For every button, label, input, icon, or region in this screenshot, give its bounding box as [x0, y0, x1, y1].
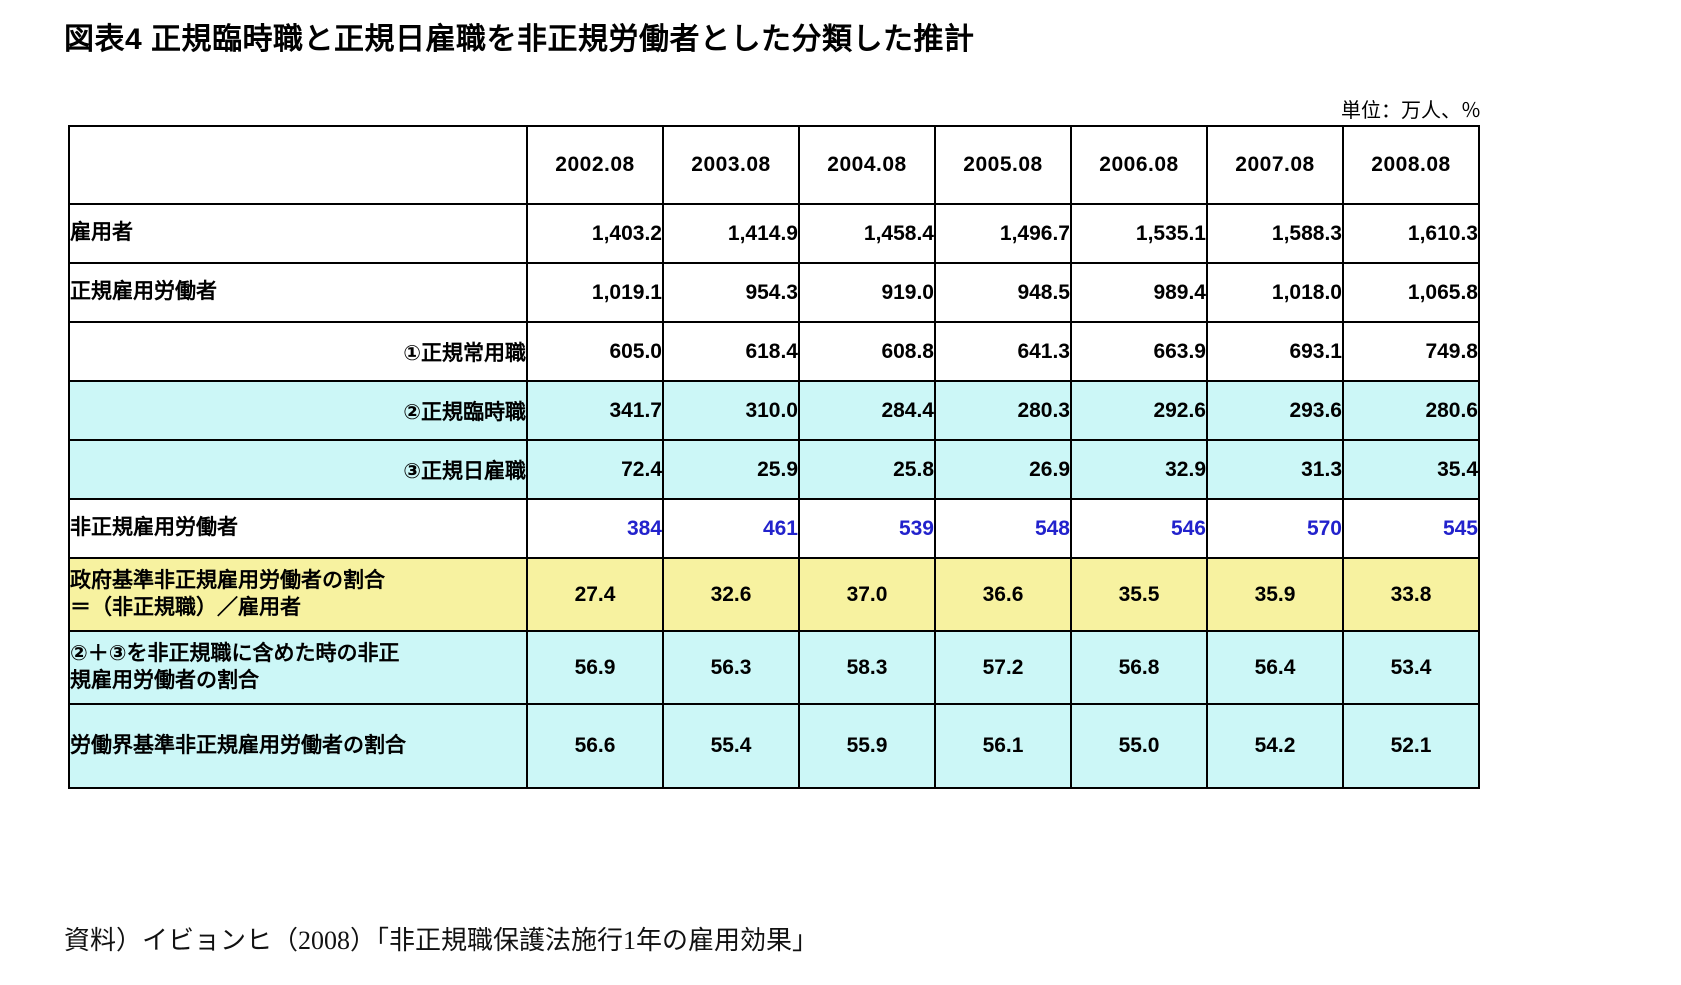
table-row: 労働界基準非正規雇用労働者の割合 56.6 55.4 55.9 56.1 55.0 54.2… — [68, 703, 1480, 789]
table-row: ①正規常用職 605.0 618.4 608.8 641.3 663.9 693.1 749.… — [68, 321, 1480, 382]
column-header-2002-08: 2002.08 — [526, 125, 664, 205]
table-cell: 1,610.3 — [1342, 203, 1480, 264]
table-cell: 954.3 — [662, 262, 800, 323]
table-cell: 35.5 — [1070, 557, 1208, 632]
table-cell: 35.4 — [1342, 439, 1480, 500]
table-cell: 1,458.4 — [798, 203, 936, 264]
row-label: 雇用者 — [68, 203, 528, 264]
row-label: 正規雇用労働者 — [68, 262, 528, 323]
table-cell: 56.4 — [1206, 630, 1344, 705]
column-header-2005-08: 2005.08 — [934, 125, 1072, 205]
table-cell: 26.9 — [934, 439, 1072, 500]
table-row: 政府基準非正規雇用労働者の割合 ＝（非正規職）／雇用者 27.4 32.6 37.0 3… — [68, 557, 1480, 632]
table-cell: 919.0 — [798, 262, 936, 323]
table-cell: 461 — [662, 498, 800, 559]
table-cell: 53.4 — [1342, 630, 1480, 705]
table-container: 2002.08 2003.08 2004.08 2005.08 2006.08 2007.… — [68, 125, 1480, 789]
table-cell: 33.8 — [1342, 557, 1480, 632]
table-cell: 548 — [934, 498, 1072, 559]
table-cell: 32.9 — [1070, 439, 1208, 500]
row-label: 労働界基準非正規雇用労働者の割合 — [68, 703, 528, 789]
table-cell: 56.1 — [934, 703, 1072, 789]
table-cell: 1,018.0 — [1206, 262, 1344, 323]
column-header-2006-08: 2006.08 — [1070, 125, 1208, 205]
table-cell: 32.6 — [662, 557, 800, 632]
column-header-2007-08: 2007.08 — [1206, 125, 1344, 205]
table-cell: 54.2 — [1206, 703, 1344, 789]
column-header-2003-08: 2003.08 — [662, 125, 800, 205]
row-label: 非正規雇用労働者 — [68, 498, 528, 559]
page-title: 図表4 正規臨時職と正規日雇職を非正規労働者とした分類した推計 — [64, 23, 975, 56]
table-cell: 58.3 — [798, 630, 936, 705]
table-cell: 1,403.2 — [526, 203, 664, 264]
table-cell: 55.9 — [798, 703, 936, 789]
table-row: 非正規雇用労働者 384 461 539 548 546 570 545 — [68, 498, 1480, 559]
table-cell: 52.1 — [1342, 703, 1480, 789]
table-cell: 545 — [1342, 498, 1480, 559]
table-header: 2002.08 2003.08 2004.08 2005.08 2006.08 2007.… — [68, 125, 1480, 205]
table-cell: 280.3 — [934, 380, 1072, 441]
table-cell: 310.0 — [662, 380, 800, 441]
table-cell: 284.4 — [798, 380, 936, 441]
unit-note: 単位：万人、％ — [1341, 100, 1481, 122]
row-label: ①正規常用職 — [68, 321, 528, 382]
table-row: ②正規臨時職 341.7 310.0 284.4 280.3 292.6 293.6 280.… — [68, 380, 1480, 441]
table-cell: 693.1 — [1206, 321, 1344, 382]
table-row: ②＋③を非正規職に含めた時の非正 規雇用労働者の割合 56.9 56.3 58.3 57… — [68, 630, 1480, 705]
table-cell: 546 — [1070, 498, 1208, 559]
table-cell: 25.9 — [662, 439, 800, 500]
table-cell: 1,535.1 — [1070, 203, 1208, 264]
table-cell: 55.0 — [1070, 703, 1208, 789]
table-cell: 56.8 — [1070, 630, 1208, 705]
header-row: 2002.08 2003.08 2004.08 2005.08 2006.08 2007.… — [68, 125, 1480, 205]
table-cell: 56.9 — [526, 630, 664, 705]
table-cell: 56.6 — [526, 703, 664, 789]
table-cell: 989.4 — [1070, 262, 1208, 323]
table-cell: 1,496.7 — [934, 203, 1072, 264]
estimates-table: 2002.08 2003.08 2004.08 2005.08 2006.08 2007.… — [68, 125, 1480, 789]
table-cell: 384 — [526, 498, 664, 559]
table-cell: 293.6 — [1206, 380, 1344, 441]
table-body: 雇用者 1,403.2 1,414.9 1,458.4 1,496.7 1,535.1 1,… — [68, 203, 1480, 789]
table-cell: 292.6 — [1070, 380, 1208, 441]
table-row: 雇用者 1,403.2 1,414.9 1,458.4 1,496.7 1,535.1 1,… — [68, 203, 1480, 264]
table-cell: 27.4 — [526, 557, 664, 632]
table-cell: 31.3 — [1206, 439, 1344, 500]
row-label: 政府基準非正規雇用労働者の割合 ＝（非正規職）／雇用者 — [68, 557, 528, 632]
table-cell: 280.6 — [1342, 380, 1480, 441]
source-note: 資料）イビョンヒ（2008）「非正規職保護法施行1年の雇用効果」 — [64, 926, 819, 955]
table-cell: 663.9 — [1070, 321, 1208, 382]
column-header-2008-08: 2008.08 — [1342, 125, 1480, 205]
table-cell: 57.2 — [934, 630, 1072, 705]
row-label: ③正規日雇職 — [68, 439, 528, 500]
row-label: ②正規臨時職 — [68, 380, 528, 441]
table-cell: 72.4 — [526, 439, 664, 500]
table-cell: 570 — [1206, 498, 1344, 559]
table-cell: 341.7 — [526, 380, 664, 441]
table-cell: 1,065.8 — [1342, 262, 1480, 323]
table-cell: 56.3 — [662, 630, 800, 705]
table-cell: 948.5 — [934, 262, 1072, 323]
table-cell: 35.9 — [1206, 557, 1344, 632]
table-cell: 36.6 — [934, 557, 1072, 632]
row-label: ②＋③を非正規職に含めた時の非正 規雇用労働者の割合 — [68, 630, 528, 705]
table-row: 正規雇用労働者 1,019.1 954.3 919.0 948.5 989.4 1,018.… — [68, 262, 1480, 323]
table-cell: 1,588.3 — [1206, 203, 1344, 264]
table-row: ③正規日雇職 72.4 25.9 25.8 26.9 32.9 31.3 35.4 — [68, 439, 1480, 500]
table-cell: 618.4 — [662, 321, 800, 382]
table-cell: 608.8 — [798, 321, 936, 382]
table-cell: 605.0 — [526, 321, 664, 382]
table-cell: 539 — [798, 498, 936, 559]
table-cell: 1,414.9 — [662, 203, 800, 264]
table-cell: 641.3 — [934, 321, 1072, 382]
column-header-2004-08: 2004.08 — [798, 125, 936, 205]
table-cell: 37.0 — [798, 557, 936, 632]
table-cell: 55.4 — [662, 703, 800, 789]
header-corner-cell — [68, 125, 528, 205]
table-cell: 25.8 — [798, 439, 936, 500]
table-cell: 749.8 — [1342, 321, 1480, 382]
table-cell: 1,019.1 — [526, 262, 664, 323]
